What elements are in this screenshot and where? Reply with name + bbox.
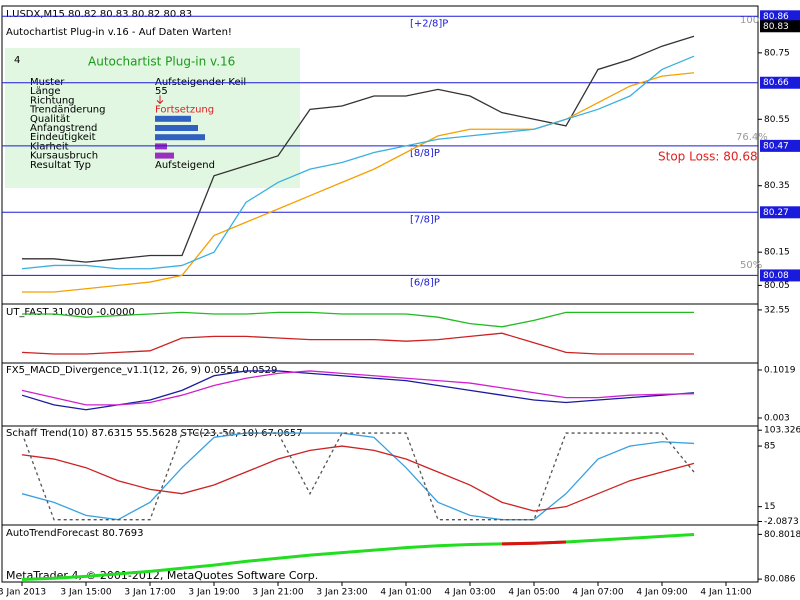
y-tick-label: 80.15 [764, 248, 790, 258]
footer: MetaTrader 4, © 2001-2012, MetaQuotes So… [6, 569, 318, 582]
x-tick-label: 4 Jan 01:00 [380, 588, 432, 598]
level-value: 80.08 [763, 271, 789, 281]
rating-bar [155, 125, 198, 131]
series-line [21, 445, 695, 512]
x-tick-label: 3 Jan 2013 [0, 588, 46, 598]
rating-bar [155, 152, 174, 159]
y-tick-label: 80.05 [764, 281, 790, 291]
x-tick-label: 4 Jan 05:00 [508, 588, 560, 598]
plugin-row-label: Trendänderung [29, 105, 105, 116]
level-value: 80.86 [763, 12, 789, 22]
level-value: 80.27 [763, 208, 789, 218]
y-tick-label: 32.55 [764, 305, 790, 315]
y-tick-label: 103.326 [764, 426, 800, 436]
x-tick-label: 4 Jan 07:00 [572, 588, 624, 598]
level-box [760, 76, 800, 89]
x-tick-label: 3 Jan 19:00 [188, 588, 240, 598]
plugin-number: 4 [14, 55, 20, 66]
level-box [760, 206, 800, 219]
plugin-row-label: Resultat Typ [30, 160, 91, 171]
plugin-row-label: Richtung [30, 95, 75, 106]
y-tick-label: 80.086 [764, 575, 796, 585]
level-label: [+2/8]P [410, 18, 448, 29]
y-tick-label: -2.0873 [764, 517, 799, 527]
series-line [501, 540, 567, 546]
plugin-row-label: Anfangstrend [30, 123, 97, 134]
y-tick-label: 80.75 [764, 48, 790, 58]
plugin-row-label: Qualität [30, 114, 70, 125]
level-box [760, 139, 800, 152]
x-tick-label: 3 Jan 15:00 [60, 588, 112, 598]
series-line [21, 332, 694, 355]
rating-bar [155, 143, 167, 150]
series-line [22, 311, 694, 328]
y-tick-label: 15 [764, 502, 775, 512]
stop-loss: Stop Loss: 80.68 [658, 150, 758, 164]
plugin-row-label: Klarheit [30, 141, 69, 152]
plugin-row-label: Länge [30, 86, 61, 97]
series-line [21, 432, 695, 521]
plugin-row-label: Kursausbruch [30, 151, 98, 162]
series-line [21, 370, 695, 406]
pane-subtitle: Autochartist Plug-in v.16 - Auf Daten Wa… [6, 27, 232, 38]
y-tick-label: 0.003 [764, 413, 790, 423]
fibo-label: 50% [740, 260, 762, 271]
y-tick-label: 0.1019 [764, 366, 796, 376]
rating-bar [155, 134, 205, 141]
fibo-label: 100% [740, 15, 769, 26]
pane-title: AutoTrendForecast 80.7693 [6, 528, 143, 539]
direction-arrow [156, 95, 164, 105]
plugin-row-value: 55 [155, 86, 168, 97]
rating-bar [155, 115, 191, 122]
pane-title: UT_FAST 31.0000 -0.0000 [6, 307, 135, 318]
last-price: 80.83 [763, 22, 789, 32]
y-tick-label: 80.35 [764, 181, 790, 191]
y-tick-label: 85 [764, 442, 775, 452]
series-line [21, 55, 695, 270]
fibo-label: 76.4% [736, 132, 768, 143]
x-tick-label: 4 Jan 09:00 [636, 588, 688, 598]
pane-title: FX5_MACD_Divergence_v1.1(12, 26, 9) 0.05… [6, 365, 277, 376]
x-tick-label: 4 Jan 03:00 [444, 588, 496, 598]
series-line [21, 533, 695, 581]
level-value: 80.66 [763, 78, 789, 88]
series-line [21, 370, 695, 411]
plugin-title: Autochartist Plug-in v.16 [88, 55, 235, 69]
x-tick-label: 4 Jan 11:00 [700, 588, 752, 598]
series-line [22, 35, 695, 263]
level-value: 80.47 [763, 141, 789, 151]
level-label: [8/8]P [410, 148, 440, 159]
level-box [760, 269, 800, 282]
plugin-row-label: Eindeutigkeit [30, 132, 96, 143]
pane-title: Schaff Trend(10) 87.6315 55.5628 STC(23,… [6, 428, 303, 439]
plugin-row-value: Aufsteigend [155, 160, 215, 171]
series-line [22, 72, 695, 293]
x-tick-label: 3 Jan 21:00 [252, 588, 304, 598]
pane-title: I.USDX,M15 80.82 80.83 80.82 80.83 [6, 9, 192, 20]
series-line [21, 432, 695, 521]
frame [1, 5, 759, 583]
plugin-row-value: Fortsetzung [155, 105, 214, 116]
level-box [760, 10, 800, 23]
y-tick-label: 80.55 [764, 115, 790, 125]
level-label: [7/8]P [410, 214, 440, 225]
price-box [760, 20, 800, 33]
x-tick-label: 3 Jan 17:00 [124, 588, 176, 598]
y-tick-label: 80.8018 [764, 530, 800, 540]
level-label: [6/8]P [410, 277, 440, 288]
x-tick-label: 3 Jan 23:00 [316, 588, 368, 598]
